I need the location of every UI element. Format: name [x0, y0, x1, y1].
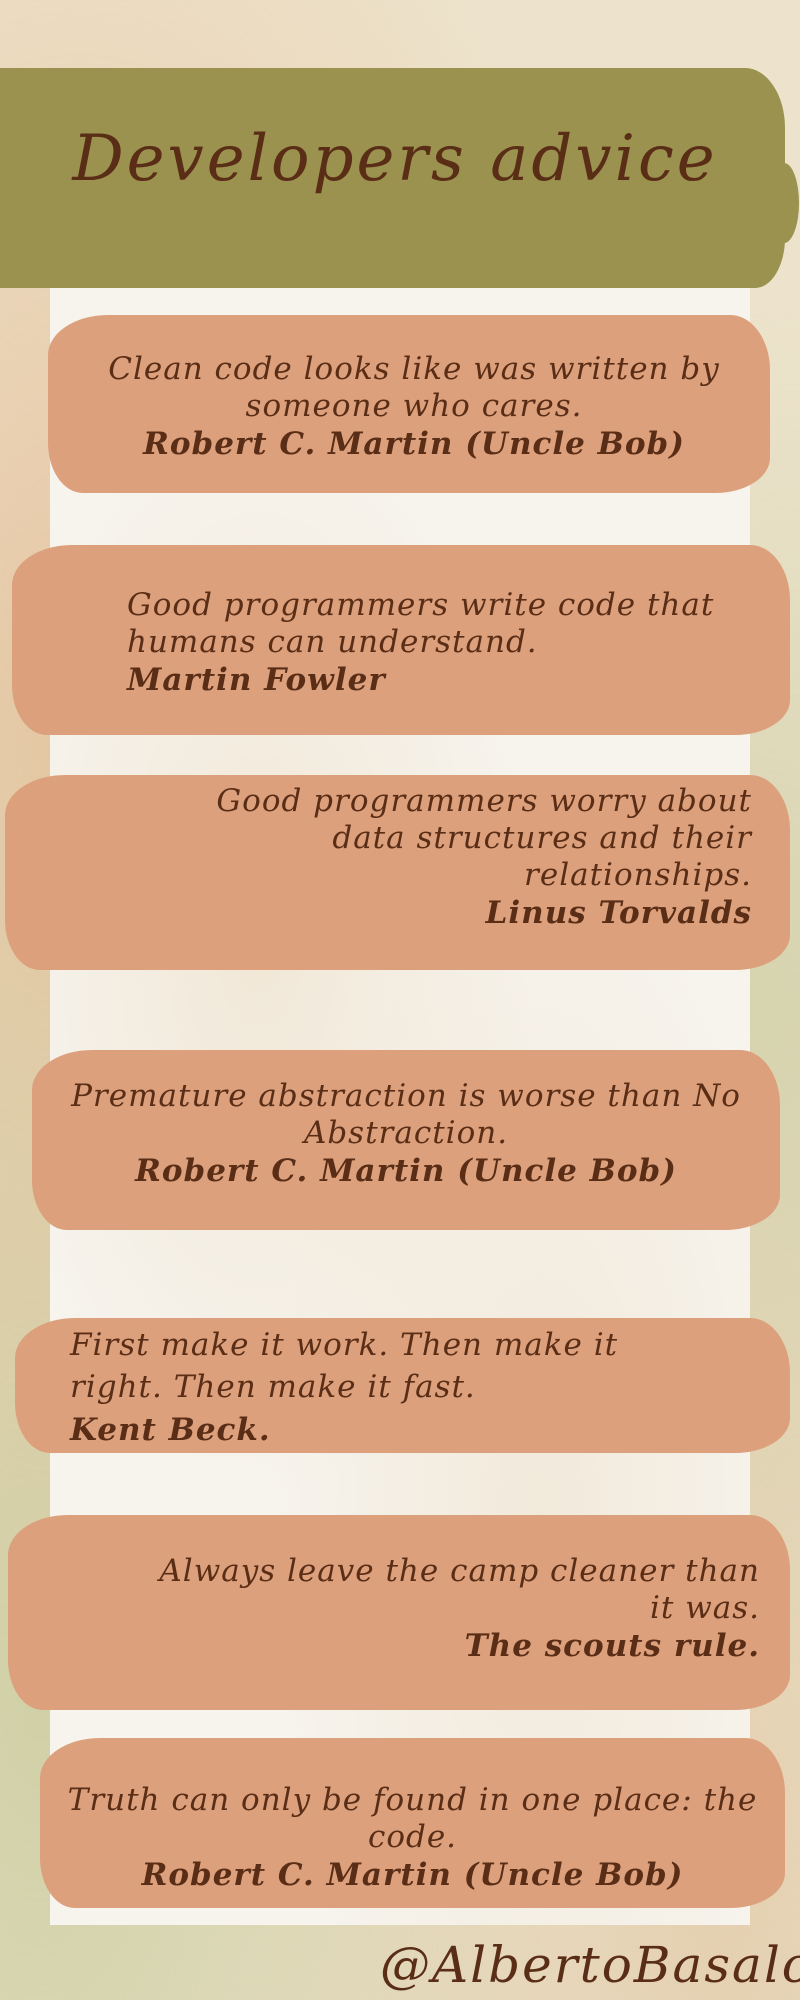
quote-author: Linus Torvalds: [485, 895, 752, 931]
quote-card: Premature abstraction is worse than No A…: [32, 1050, 780, 1230]
quote-author: Kent Beck.: [70, 1412, 271, 1448]
quote-author: The scouts rule.: [464, 1628, 760, 1664]
author-handle: @AlbertoBasalo: [380, 1936, 800, 1994]
quote-text: Good programmers write code that humans …: [127, 587, 715, 660]
quote-card: Clean code looks like was written by som…: [48, 315, 770, 493]
quote-author: Robert C. Martin (Uncle Bob): [135, 1153, 677, 1189]
quote-author: Robert C. Martin (Uncle Bob): [141, 1857, 684, 1893]
quote-card: Truth can only be found in one place: th…: [40, 1738, 785, 1908]
quote-text: Truth can only be found in one place: th…: [67, 1782, 758, 1855]
quote-author: Robert C. Martin (Uncle Bob): [143, 426, 685, 462]
quote-card: Good programmers worry about data struct…: [5, 775, 790, 970]
quote-card: Always leave the camp cleaner than it wa…: [8, 1515, 790, 1710]
quote-text: Clean code looks like was written by som…: [108, 351, 720, 424]
quote-card: Good programmers write code that humans …: [12, 545, 790, 735]
title-banner: [0, 68, 799, 288]
quote-text: Premature abstraction is worse than No A…: [71, 1078, 741, 1151]
quote-text: First make it work. Then make it right. …: [70, 1327, 619, 1405]
quote-card: First make it work. Then make it right. …: [15, 1318, 790, 1453]
quote-text: Good programmers worry about data struct…: [216, 783, 752, 893]
quote-text: Always leave the camp cleaner than it wa…: [159, 1553, 760, 1626]
quote-author: Martin Fowler: [127, 662, 386, 698]
page-title: Developers advice: [72, 122, 718, 196]
